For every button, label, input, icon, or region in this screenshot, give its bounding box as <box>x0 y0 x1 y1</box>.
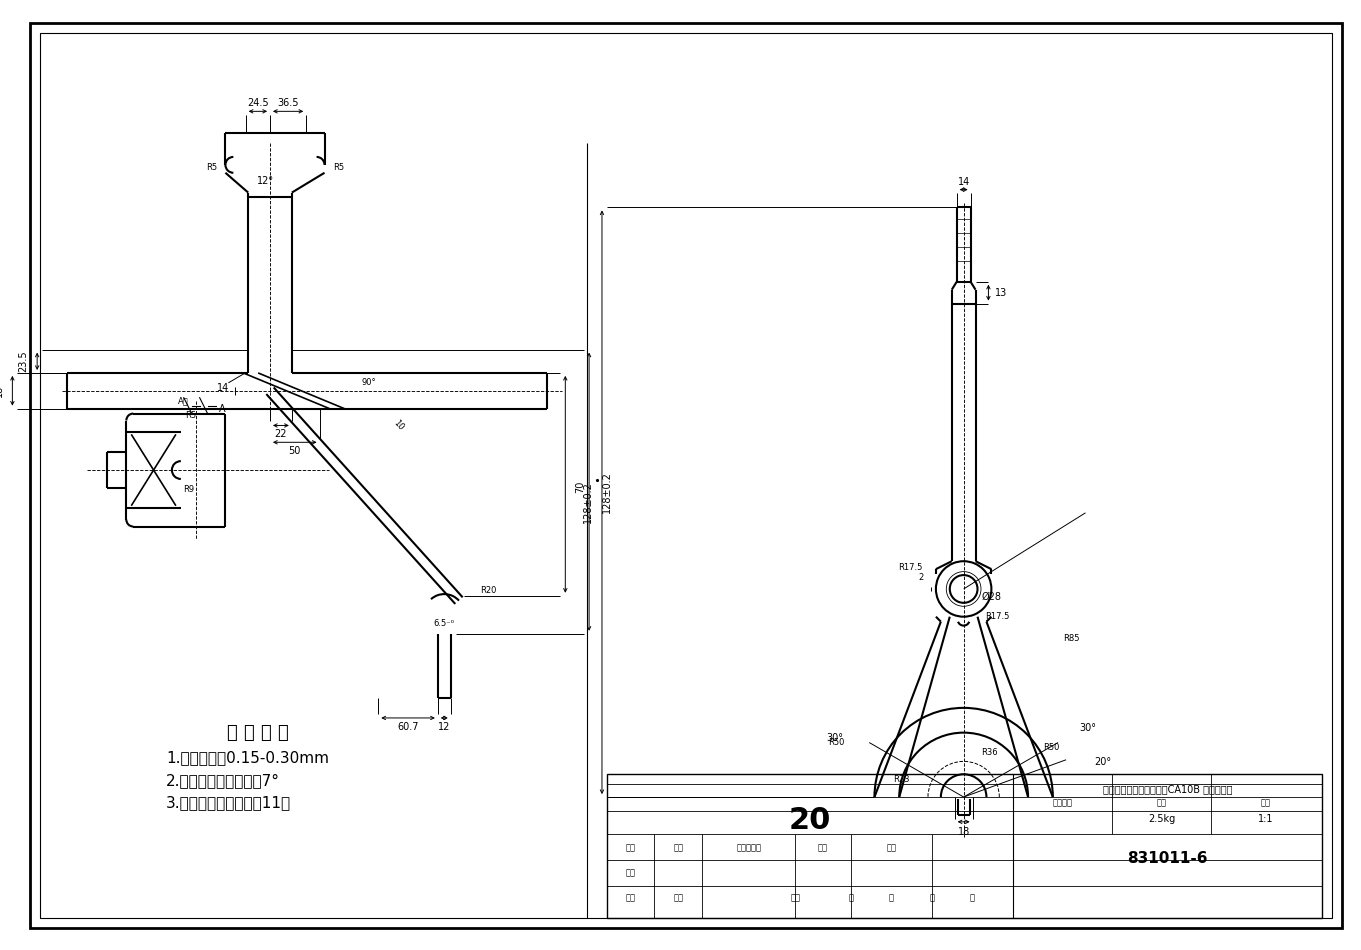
Text: A向: A向 <box>178 396 189 406</box>
Text: A: A <box>219 404 226 413</box>
Text: 签字: 签字 <box>818 843 827 852</box>
Text: 第四速及第五速变速叉（CA10B 解放汽车）: 第四速及第五速变速叉（CA10B 解放汽车） <box>1102 784 1233 794</box>
Text: 1:1: 1:1 <box>1258 814 1274 824</box>
Text: 22: 22 <box>275 429 287 439</box>
Text: 70: 70 <box>576 481 585 493</box>
Text: 日期: 日期 <box>886 843 897 852</box>
Text: 128±0.2: 128±0.2 <box>583 482 593 523</box>
Text: 831011-6: 831011-6 <box>1127 851 1209 866</box>
Text: 14: 14 <box>958 177 970 187</box>
Text: 张: 张 <box>889 894 894 902</box>
Text: 23.5: 23.5 <box>18 351 29 372</box>
Text: R5: R5 <box>333 163 344 172</box>
Text: 20°: 20° <box>1094 757 1111 768</box>
Text: 50: 50 <box>289 446 301 456</box>
Text: 13: 13 <box>995 288 1007 297</box>
Text: 3.不加工表面要求等级11级: 3.不加工表面要求等级11级 <box>166 795 291 810</box>
Text: R20: R20 <box>480 586 497 596</box>
Text: R50: R50 <box>1043 743 1059 752</box>
Text: 1.氧化层深度0.15-0.30mm: 1.氧化层深度0.15-0.30mm <box>166 750 329 765</box>
Text: R17.5: R17.5 <box>898 562 921 572</box>
Text: 2.5kg: 2.5kg <box>1149 814 1176 824</box>
Text: 技 术 要 求: 技 术 要 求 <box>227 724 289 742</box>
Text: R85: R85 <box>1063 634 1079 643</box>
Text: R5: R5 <box>206 163 218 172</box>
Text: 30°: 30° <box>1079 723 1096 732</box>
Text: R36: R36 <box>981 748 998 757</box>
Text: 60.7: 60.7 <box>397 722 419 732</box>
Text: 张: 张 <box>970 894 974 902</box>
Text: 12: 12 <box>438 722 450 732</box>
Text: 2: 2 <box>919 573 924 581</box>
Text: 128±0.2: 128±0.2 <box>602 471 612 513</box>
Text: 30°: 30° <box>826 732 844 743</box>
Text: Ø28: Ø28 <box>981 592 1002 602</box>
Text: 更改文件名: 更改文件名 <box>736 843 761 852</box>
Text: 36.5: 36.5 <box>278 99 298 108</box>
Text: 12°: 12° <box>256 176 274 185</box>
Text: 第: 第 <box>930 894 935 902</box>
Text: 2.锻造拔模斜度不大于7°: 2.锻造拔模斜度不大于7° <box>166 772 280 788</box>
Text: 18: 18 <box>0 385 4 397</box>
Text: 18: 18 <box>958 826 970 837</box>
Text: 处数: 处数 <box>674 843 683 852</box>
Text: 比例: 比例 <box>1260 799 1271 807</box>
Text: 20: 20 <box>789 807 832 835</box>
Text: R50: R50 <box>829 738 845 747</box>
Text: 日期: 日期 <box>791 894 800 902</box>
Text: 24.5: 24.5 <box>248 99 269 108</box>
Text: 10: 10 <box>392 419 406 432</box>
Text: 共: 共 <box>848 894 853 902</box>
Text: R23: R23 <box>893 774 909 784</box>
Text: 设计: 设计 <box>626 869 636 878</box>
Bar <box>607 774 1323 918</box>
Text: 审核: 审核 <box>626 894 636 902</box>
Text: 质量: 质量 <box>1157 799 1166 807</box>
Text: 6.5⁻⁰: 6.5⁻⁰ <box>434 619 455 628</box>
Text: 零样标记: 零样标记 <box>1053 799 1072 807</box>
Text: 工艺: 工艺 <box>674 894 683 902</box>
Text: 标记: 标记 <box>626 843 636 852</box>
Text: 14: 14 <box>218 383 230 392</box>
Text: R17.5: R17.5 <box>985 612 1010 621</box>
Text: R9: R9 <box>184 485 195 494</box>
Text: 90°: 90° <box>362 378 377 388</box>
Text: R5: R5 <box>185 411 196 420</box>
